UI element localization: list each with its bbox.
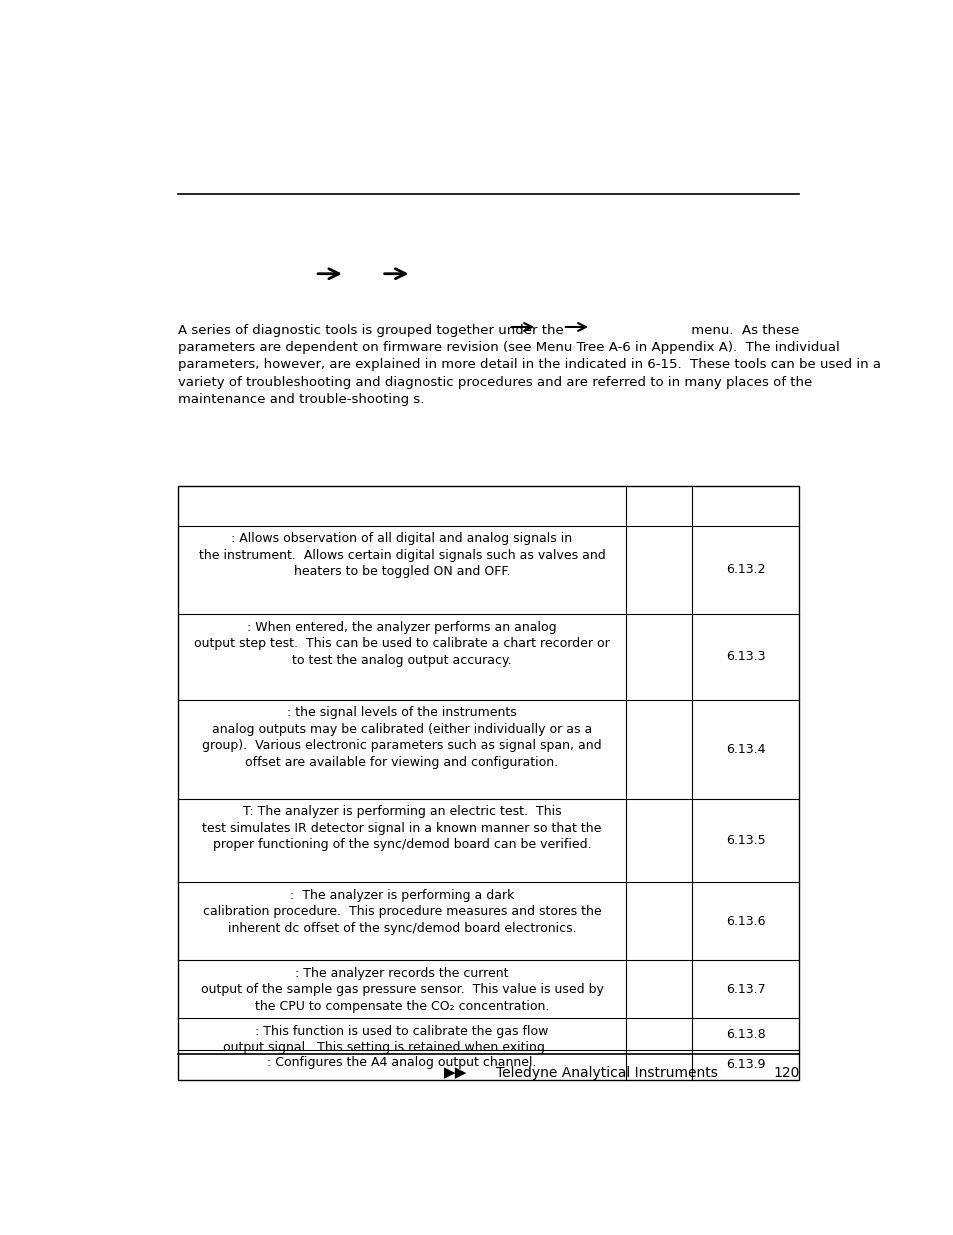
- Text: :  The analyzer is performing a dark
calibration procedure.  This procedure meas: : The analyzer is performing a dark cali…: [203, 889, 600, 935]
- Text: : The analyzer records the current
output of the sample gas pressure sensor.  Th: : The analyzer records the current outpu…: [200, 967, 603, 1013]
- Text: 6.13.5: 6.13.5: [725, 834, 765, 847]
- Text: 6.13.9: 6.13.9: [725, 1058, 765, 1072]
- Text: 6.13.3: 6.13.3: [725, 651, 765, 663]
- Text: : Configures the A4 analog output channel.: : Configures the A4 analog output channe…: [267, 1056, 537, 1070]
- Text: parameters are dependent on firmware revision (see Menu Tree A-6 in Appendix A).: parameters are dependent on firmware rev…: [178, 341, 881, 406]
- Text: 6.13.2: 6.13.2: [725, 563, 765, 577]
- Text: 120: 120: [772, 1066, 799, 1079]
- Text: : the signal levels of the instruments
analog outputs may be calibrated (either : : the signal levels of the instruments a…: [202, 706, 601, 769]
- Text: Teledyne Analytical Instruments: Teledyne Analytical Instruments: [496, 1066, 718, 1079]
- Bar: [178, 485, 799, 1081]
- Text: 6.13.7: 6.13.7: [725, 983, 765, 995]
- Text: 6.13.8: 6.13.8: [725, 1028, 765, 1041]
- Text: A series of diagnostic tools is grouped together under the                      : A series of diagnostic tools is grouped …: [178, 324, 799, 337]
- Text: : This function is used to calibrate the gas flow
output signal.  This setting i: : This function is used to calibrate the…: [223, 1025, 580, 1055]
- Text: 6.13.6: 6.13.6: [725, 915, 765, 927]
- Text: ▶▶: ▶▶: [443, 1065, 467, 1081]
- Text: 6.13.4: 6.13.4: [725, 742, 765, 756]
- Text: : When entered, the analyzer performs an analog
output step test.  This can be u: : When entered, the analyzer performs an…: [194, 621, 609, 667]
- Text: : Allows observation of all digital and analog signals in
the instrument.  Allow: : Allows observation of all digital and …: [198, 532, 605, 578]
- Text: T: The analyzer is performing an electric test.  This
test simulates IR detector: T: The analyzer is performing an electri…: [202, 805, 601, 851]
